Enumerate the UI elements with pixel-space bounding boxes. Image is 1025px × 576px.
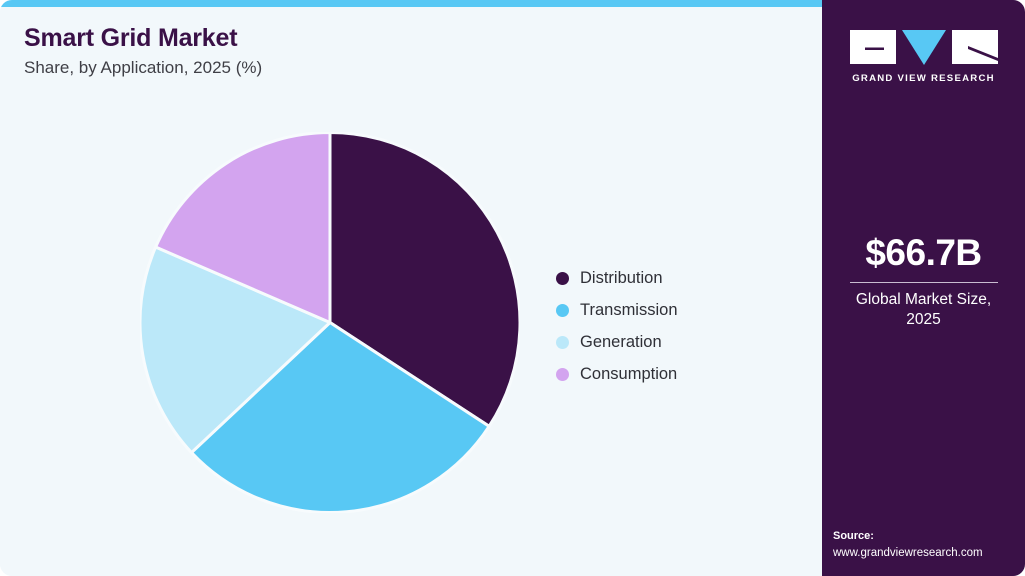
gvr-logo-icon — [849, 30, 998, 65]
chart-legend: Distribution Transmission Generation Consum… — [556, 262, 678, 390]
stat-divider — [849, 281, 998, 283]
legend-label: Consumption — [580, 364, 678, 383]
legend-item: Transmission — [556, 294, 678, 326]
pie-slice — [154, 132, 332, 324]
source-url: www.grandviewresearch.com — [833, 547, 983, 560]
logo-wordmark: GRAND VIEW RESEARCH — [852, 73, 995, 84]
pie-slice-group — [140, 132, 520, 513]
top-accent-bar — [0, 0, 822, 7]
legend-item: Distribution — [556, 262, 678, 294]
market-size-stat: $66.7B Global Market Size, 2025 — [822, 232, 1025, 330]
page-title: Smart Grid Market — [24, 24, 238, 52]
legend-item: Consumption — [556, 358, 678, 390]
market-size-caption: Global Market Size, 2025 — [855, 290, 992, 328]
source-label: Source: — [833, 530, 874, 543]
source-block: Source: www.grandviewresearch.com — [833, 529, 1025, 562]
legend-swatch-icon — [556, 367, 569, 381]
legend-swatch-icon — [556, 271, 569, 285]
legend-swatch-icon — [556, 335, 569, 349]
market-size-value: $66.7B — [865, 232, 982, 273]
pie-slice — [189, 321, 491, 513]
legend-swatch-icon — [556, 303, 569, 317]
legend-label: Transmission — [580, 300, 678, 319]
logo-block: GRAND VIEW RESEARCH — [822, 28, 1025, 84]
chart-subtitle: Share, by Application, 2025 (%) — [24, 57, 263, 77]
legend-item: Generation — [556, 326, 678, 358]
pie-chart — [140, 132, 520, 513]
chart-main-panel: Smart Grid Market Share, by Application,… — [24, 24, 678, 513]
legend-label: Distribution — [580, 268, 663, 287]
brand-sidebar: GRAND VIEW RESEARCH $66.7B Global Market… — [822, 0, 1025, 576]
title-block: Smart Grid Market Share, by Application,… — [24, 24, 262, 78]
legend-label: Generation — [580, 332, 662, 351]
pie-slice — [140, 245, 332, 455]
pie-chart-svg — [140, 132, 520, 513]
